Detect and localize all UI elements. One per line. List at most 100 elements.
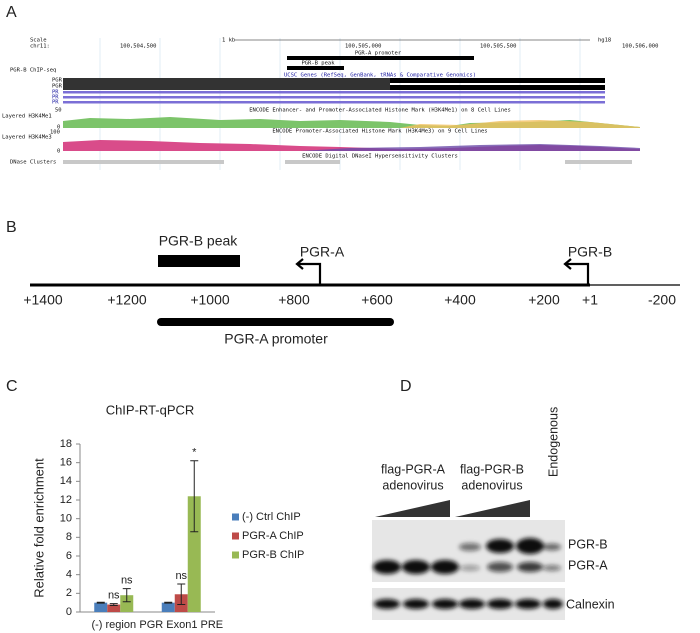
gene-models [63,78,605,104]
position: 100,505,500 [480,44,516,50]
track-title: UCSC Genes (RefSeq, GenBank, tRNAs & Com… [284,73,476,79]
track-label: Scale [30,38,47,44]
signal-area [300,144,640,151]
x-tick-label: PGR Exon1 PRE [139,619,223,631]
y-tick-label: 16 [60,457,72,469]
bar [94,602,108,612]
panel-label: A [6,4,17,21]
panel-d: D flag-PGR-A adenovirus flag-PGR-B adeno… [372,378,615,620]
legend-swatch [232,551,239,559]
axis-label: +1 [582,292,598,308]
promoter-bar [287,56,474,60]
tss-label: PGR-A [300,244,345,260]
track-title: ENCODE Digital DNaseI Hypersensitivity C… [302,154,458,160]
legend-label: PGR-A ChIP [242,530,304,542]
axis-label: +1000 [190,292,230,308]
lane-label: Endogenous [546,407,560,477]
bands [373,538,561,574]
error-bar [122,588,131,603]
axis-label: +600 [361,292,393,308]
track-range: 100 [50,130,60,136]
axis-label: +1200 [107,292,147,308]
x-tick-label: (-) region [91,619,136,631]
axis-label: +1400 [23,292,63,308]
gene-label: PGR [52,84,63,90]
annotation: ns [175,570,187,582]
band-label: Calnexin [566,597,615,611]
promoter-label: PGR-A promoter [224,331,328,347]
bands [374,599,563,609]
y-tick-label: 10 [60,513,72,525]
bar [120,595,134,612]
y-tick-label: 0 [66,606,72,618]
position: 100,505,000 [345,44,381,50]
feature-label: PGR-B peak [301,61,335,67]
gene-label: PGR [52,78,63,84]
y-tick-label: 4 [66,569,72,581]
feature-label: PGR-A promoter [355,51,402,57]
bar [187,496,201,612]
legend-label: PGR-B ChIP [242,549,304,561]
y-tick-label: 14 [60,475,72,487]
gene-label: PR [52,90,59,96]
y-axis-label: Relative fold enrichment [31,458,46,598]
axis-label: +800 [278,292,310,308]
error-bar [109,603,118,606]
panel-label: D [400,378,412,395]
error-bar [177,583,186,606]
axis-label: -200 [648,292,676,308]
dose-wedge [375,500,450,517]
track-label: chr11: [30,44,50,50]
panel-label: C [6,378,18,395]
group-label: adenovirus [382,478,443,492]
band-label: PGR-B [568,537,608,551]
track-label: Layered H3K4Me1 [2,114,52,120]
annotation: ns [121,575,133,587]
axis-label: +200 [528,292,560,308]
tss-arrow [295,258,590,285]
position: 100,504,500 [120,44,156,50]
axis-label: +400 [444,292,476,308]
bar [161,602,175,612]
legend-swatch [232,532,239,540]
y-tick-label: 8 [66,531,72,543]
error-bar [164,601,173,604]
track-label: Layered H3K4Me3 [2,135,52,141]
chart-title: ChIP-RT-qPCR [106,402,195,417]
legend-label: (-) Ctrl ChIP [242,511,301,523]
track-label: PGR-B ChIP-seq [10,68,56,74]
assembly: hg18 [598,38,611,44]
annotation: ns [108,590,120,602]
y-tick-label: 2 [66,587,72,599]
y-tick-label: 12 [60,494,72,506]
dose-wedge [455,500,530,517]
y-tick-label: 18 [60,438,72,450]
gene-label: PR [52,100,59,106]
annotation: * [192,447,197,459]
panel-b: B PGR-B peak PGR-A PGR-B +1400 +1200 +1000… [6,219,680,347]
group-label: adenovirus [461,478,522,492]
group-label: flag-PGR-B [460,462,524,476]
error-bar [190,460,199,533]
scale-value: 1 kb [222,38,235,44]
peak-bar [287,66,344,70]
band-label: PGR-A [568,558,608,572]
axis-labels: +1400 +1200 +1000 +800 +600 +400 +200 +1 -200 [23,292,676,308]
y-tick-label: 6 [66,550,72,562]
track-range: 0 [57,149,60,155]
error-bar [96,601,105,604]
peak-box [158,255,240,267]
panel-c: C ChIP-RT-qPCR Relative fold enrichment … [6,378,304,631]
bar [107,604,121,612]
peak-label: PGR-B peak [159,233,239,249]
legend-swatch [232,513,239,521]
panel-label: B [6,219,17,236]
panel-a: A Scale 1 kb hg18 chr11: 100,504,500 100… [2,4,658,170]
dnase-clusters [63,160,632,164]
track-label: DNase Clusters [10,160,56,166]
tss-label: PGR-B [568,244,612,260]
track-title: ENCODE Enhancer- and Promoter-Associated… [249,108,511,114]
gene-label: PR [52,95,59,101]
position: 100,506,000 [622,44,658,50]
